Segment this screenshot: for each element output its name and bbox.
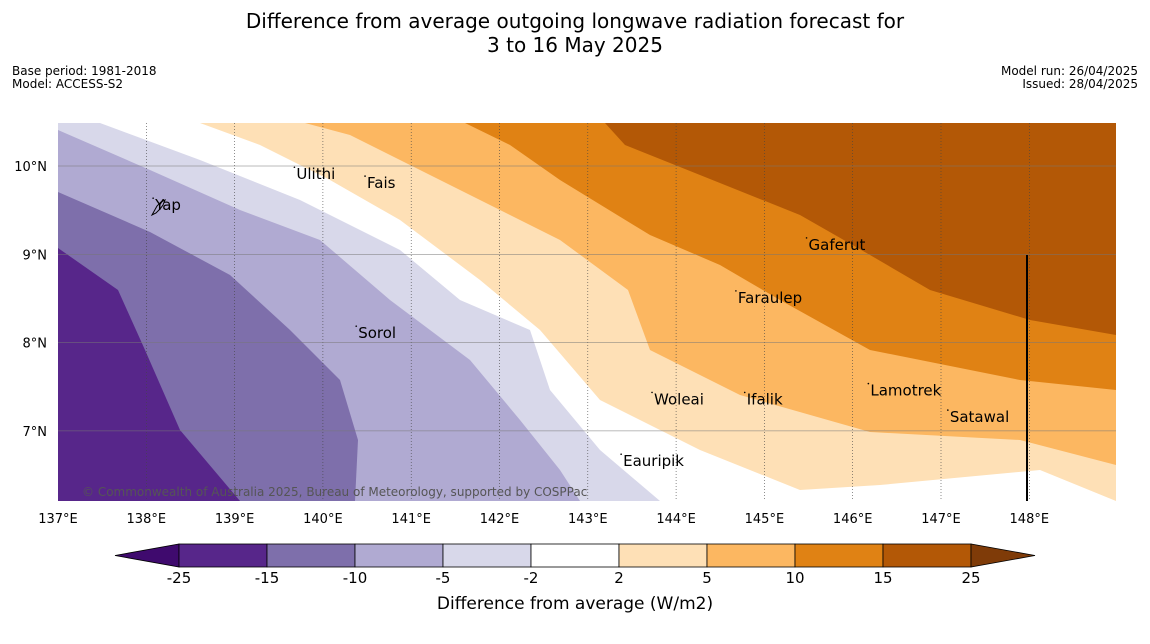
place-label: Sorol bbox=[358, 324, 396, 342]
place-marker bbox=[947, 409, 949, 411]
lon-tick-label: 142°E bbox=[480, 512, 520, 527]
place-label: Woleai bbox=[654, 390, 704, 408]
colorbar-extend-high bbox=[970, 543, 1036, 568]
colorbar-tick-label: -2 bbox=[524, 569, 539, 587]
issued-date: Issued: 28/04/2025 bbox=[1022, 77, 1138, 91]
place-label: Yap bbox=[154, 196, 181, 214]
colorbar-segment bbox=[442, 543, 532, 568]
lon-tick-label: 145°E bbox=[745, 512, 785, 527]
lat-tick-label: 8°N bbox=[23, 337, 48, 352]
place-marker bbox=[743, 391, 746, 394]
band-neg-15 bbox=[58, 248, 240, 501]
lat-tick-label: 10°N bbox=[14, 160, 47, 175]
lon-tick-label: 140°E bbox=[303, 512, 343, 527]
colorbar-tick-label: 25 bbox=[961, 569, 980, 587]
colorbar-segment bbox=[266, 543, 356, 568]
lon-tick-label: 147°E bbox=[921, 512, 961, 527]
model-run: Model run: 26/04/2025 bbox=[1000, 64, 1138, 78]
place-label: Fais bbox=[367, 174, 396, 192]
lat-tick-label: 7°N bbox=[23, 425, 48, 440]
colorbar-tick-label: 5 bbox=[702, 569, 712, 587]
place-marker bbox=[152, 197, 154, 199]
longitude-labels: 137°E 138°E 139°E 140°E 141°E 142°E 143°E 144°E… bbox=[38, 512, 1049, 527]
place-labels: Ulithi Fais Yap Gaferut Faraulep Sorol Lamotre… bbox=[152, 165, 1009, 470]
lon-tick-label: 148°E bbox=[1010, 512, 1050, 527]
place-label: Eauripik bbox=[623, 452, 684, 470]
place-marker bbox=[293, 166, 296, 169]
colorbar-title: Difference from average (W/m2) bbox=[436, 594, 714, 614]
place-marker bbox=[735, 290, 737, 292]
place-marker bbox=[355, 325, 358, 327]
colorbar-tick-label: 10 bbox=[785, 569, 804, 587]
colorbar-extend-low bbox=[114, 543, 180, 568]
graticule bbox=[58, 123, 1116, 501]
lat-tick-label: 9°N bbox=[23, 248, 48, 263]
lon-tick-label: 144°E bbox=[656, 512, 696, 527]
lon-tick-label: 143°E bbox=[568, 512, 608, 527]
place-label: Gaferut bbox=[809, 236, 866, 254]
place-marker bbox=[651, 391, 653, 394]
place-marker bbox=[867, 382, 870, 385]
place-marker bbox=[620, 453, 622, 456]
colorbar-tick-label: -10 bbox=[343, 569, 368, 587]
base-period: Base period: 1981-2018 bbox=[12, 64, 157, 78]
colorbar-tick-label: 2 bbox=[614, 569, 624, 587]
colorbar-segment bbox=[530, 543, 620, 568]
copyright-text: © Commonwealth of Australia 2025, Bureau… bbox=[82, 485, 587, 499]
colorbar-segment bbox=[794, 543, 884, 568]
lon-tick-label: 146°E bbox=[833, 512, 873, 527]
place-label: Lamotrek bbox=[870, 382, 941, 400]
meta-left: Base period: 1981-2018 Model: ACCESS-S2 bbox=[12, 65, 157, 91]
lon-tick-label: 138°E bbox=[127, 512, 167, 527]
place-label: Faraulep bbox=[738, 289, 802, 307]
place-label: Ulithi bbox=[296, 165, 335, 183]
colorbar-segment bbox=[354, 543, 444, 568]
latitude-labels: 10°N 9°N 8°N 7°N bbox=[14, 160, 47, 440]
title-line-1: Difference from average outgoing longwav… bbox=[245, 9, 905, 33]
colorbar-segment bbox=[882, 543, 972, 568]
lon-tick-label: 137°E bbox=[38, 512, 78, 527]
colorbar-tick-label: -5 bbox=[436, 569, 451, 587]
contour-fills bbox=[58, 123, 1116, 501]
colorbar-segment bbox=[706, 543, 796, 568]
lon-tick-label: 139°E bbox=[215, 512, 255, 527]
place-label: Ifalik bbox=[747, 390, 783, 408]
colorbar-tick-label: -25 bbox=[167, 569, 192, 587]
place-label: Satawal bbox=[950, 408, 1009, 426]
title-line-2: 3 to 16 May 2025 bbox=[487, 33, 663, 57]
colorbar-tick-label: 15 bbox=[873, 569, 892, 587]
model-name: Model: ACCESS-S2 bbox=[12, 77, 124, 91]
place-marker bbox=[364, 175, 366, 177]
colorbar-segment bbox=[618, 543, 708, 568]
map-title: Difference from average outgoing longwav… bbox=[0, 9, 1150, 57]
lon-tick-label: 141°E bbox=[391, 512, 431, 527]
yap-island-outline bbox=[150, 198, 166, 217]
colorbar-segment bbox=[178, 543, 268, 568]
band-pos-15 bbox=[605, 123, 1116, 335]
colorbar-tick-label: -15 bbox=[255, 569, 280, 587]
place-marker bbox=[805, 237, 808, 239]
meta-right: Model run: 26/04/2025 Issued: 28/04/2025 bbox=[1001, 65, 1138, 91]
colorbar: -25 -15 -10 -5 -2 2 5 10 15 25 bbox=[114, 543, 1036, 587]
